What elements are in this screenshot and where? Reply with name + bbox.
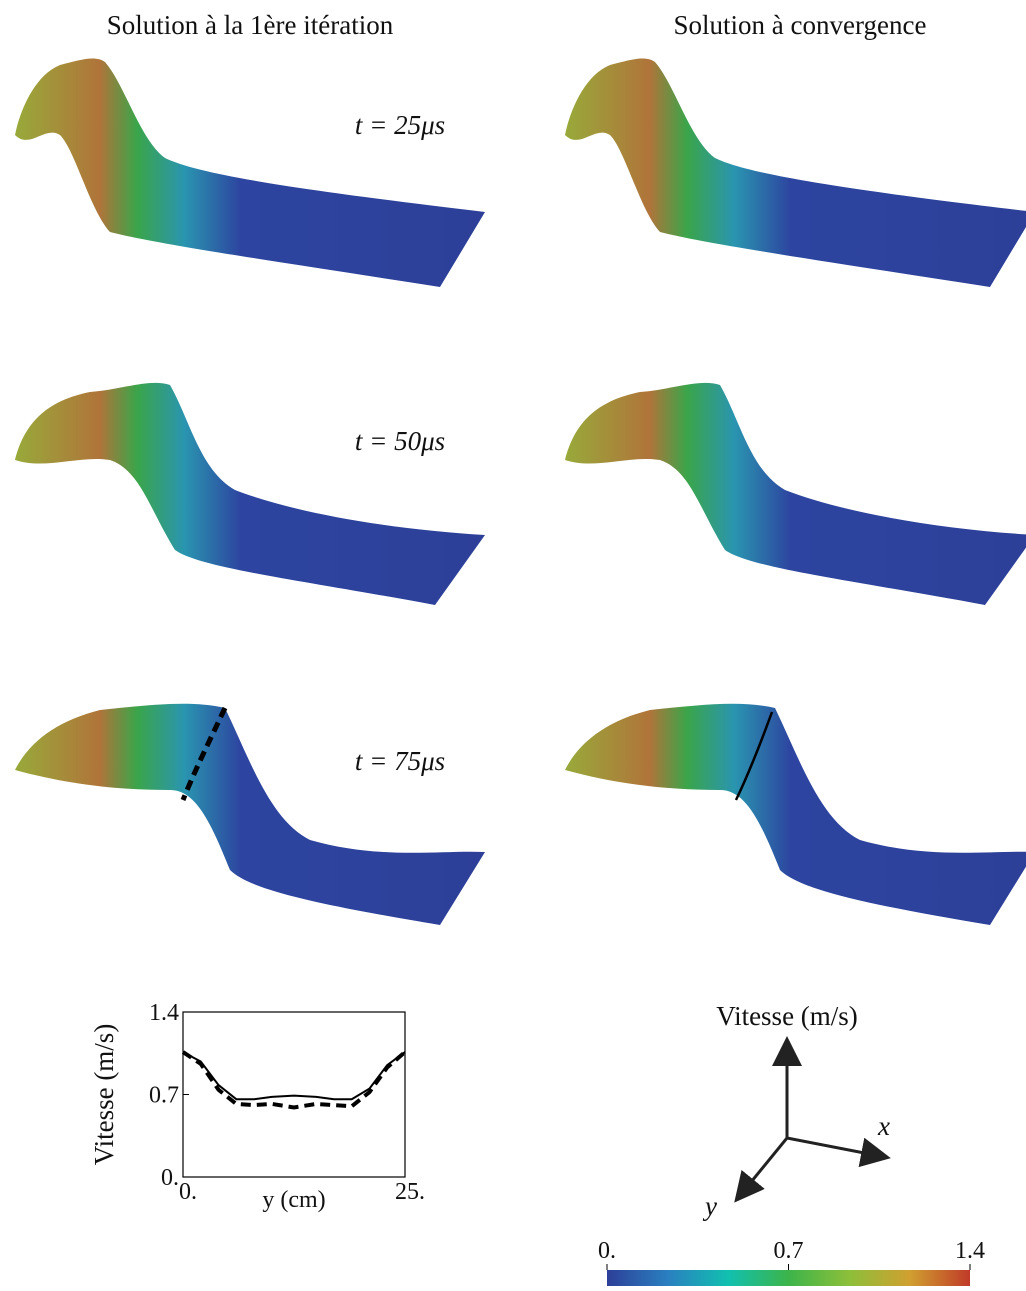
arrow [734,1137,789,1203]
y-tick-label: 0. [161,1165,179,1191]
surfaces [15,58,1026,925]
y-tick-label: 1.4 [149,1000,179,1026]
section-solid [734,711,774,801]
surface [15,703,485,925]
x-axis-label: x⃗ [877,1111,911,1141]
surface [565,382,1026,605]
line-series [181,1050,407,1110]
surface [565,58,1026,287]
time-label: t = 25μs [355,110,445,140]
y-axis-title: Vitesse (m/s) [89,1024,119,1166]
surface [15,58,485,287]
column-title: Solution à convergence [674,10,927,40]
colorbar-tick-label: 0.7 [774,1238,804,1264]
x-tick-label: 0. [179,1179,197,1205]
y-tick-label: 0.7 [149,1083,179,1109]
time-label: t = 75μs [355,746,445,776]
x-axis-title: y (cm) [262,1187,325,1213]
plot-frame [182,1011,406,1178]
y-axis-label: y⃗ [702,1191,738,1221]
colorbar-tick-label: 1.4 [955,1238,985,1264]
section-dashed [180,706,228,801]
axis-triad: Vitesse (m/s) x⃗ y⃗ [702,1001,911,1221]
time-label: t = 50μs [355,426,445,456]
line-series [182,1051,406,1101]
surface [565,703,1026,925]
colorbar: 0. 0.7 1.4 [598,1238,985,1286]
colorbar-tick-label: 0. [598,1238,616,1264]
surface [15,382,485,605]
colorbar-bar [607,1270,970,1286]
vertical-label: Vitesse (m/s) [716,1001,858,1031]
column-title: Solution à la 1ère itération [107,10,394,40]
x-tick-label: 25. [395,1179,425,1205]
line-chart: 0. 0.7 1.4 0. 25. y (cm) Vitesse (m/s) [89,1000,425,1213]
arrow [786,1136,891,1168]
